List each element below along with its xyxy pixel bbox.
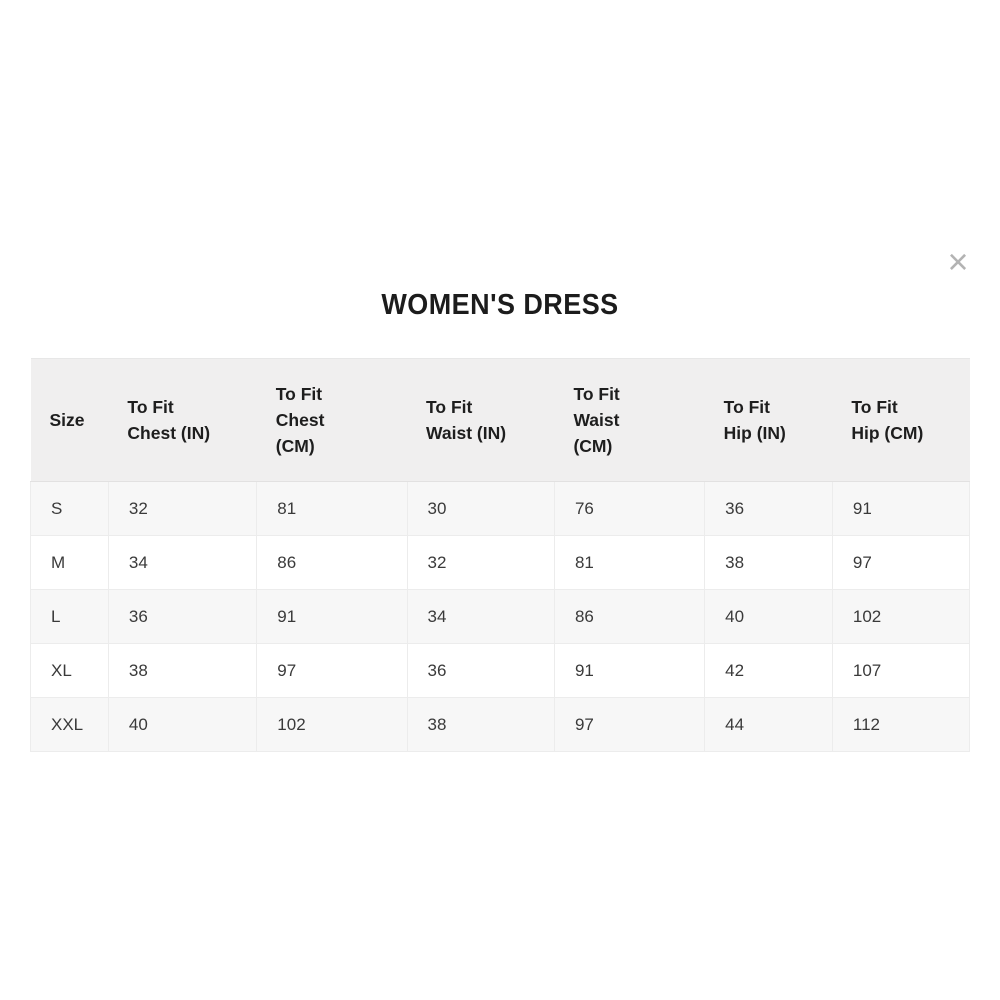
cell-hip-cm: 97	[831, 535, 971, 590]
cell-hip-in: 44	[704, 697, 833, 752]
cell-size: M	[30, 535, 109, 590]
cell-size: XXL	[30, 697, 109, 752]
cell-waist-in: 30	[406, 481, 555, 536]
cell-hip-in: 42	[704, 643, 833, 698]
cell-size: S	[30, 481, 109, 536]
cell-size: L	[30, 589, 109, 644]
cell-waist-cm: 81	[553, 535, 706, 590]
cell-size: XL	[30, 643, 109, 698]
cell-waist-cm: 76	[553, 481, 706, 536]
column-header-chest-cm: To Fit Chest (CM)	[256, 358, 408, 482]
cell-chest-in: 38	[107, 643, 258, 698]
column-header-size: Size	[30, 358, 109, 482]
modal-title: WOMEN'S DRESS	[381, 289, 619, 321]
column-header-waist-cm: To Fit Waist (CM)	[554, 358, 705, 482]
cell-waist-in: 36	[406, 643, 555, 698]
cell-hip-cm: 112	[831, 697, 971, 752]
cell-chest-cm: 102	[256, 697, 408, 752]
cell-waist-cm: 86	[553, 589, 706, 644]
cell-chest-cm: 81	[256, 481, 408, 536]
cell-hip-in: 38	[704, 535, 833, 590]
column-header-hip-in: To Fit Hip (IN)	[704, 358, 833, 482]
table-row-l: L 36 91 34 86 40 102	[30, 589, 971, 644]
size-chart-container: Size To Fit Chest (IN) To Fit Chest (CM)…	[30, 358, 971, 752]
column-header-waist-in: To Fit Waist (IN)	[407, 358, 555, 482]
close-icon: ×	[947, 241, 969, 282]
cell-chest-cm: 91	[256, 589, 408, 644]
cell-hip-cm: 91	[831, 481, 971, 536]
column-header-hip-cm: To Fit Hip (CM)	[832, 358, 970, 482]
close-button[interactable]: ×	[940, 244, 976, 280]
cell-waist-cm: 97	[553, 697, 706, 752]
table-row-s: S 32 81 30 76 36 91	[30, 481, 971, 536]
cell-chest-cm: 86	[256, 535, 408, 590]
cell-hip-cm: 107	[831, 643, 971, 698]
cell-hip-in: 40	[704, 589, 833, 644]
cell-waist-in: 34	[406, 589, 555, 644]
table-row-m: M 34 86 32 81 38 97	[30, 535, 971, 590]
cell-waist-in: 38	[406, 697, 555, 752]
table-row-xl: XL 38 97 36 91 42 107	[30, 643, 971, 698]
cell-hip-in: 36	[704, 481, 833, 536]
header-row: Size To Fit Chest (IN) To Fit Chest (CM)…	[30, 358, 970, 482]
cell-chest-in: 32	[107, 481, 258, 536]
cell-chest-cm: 97	[256, 643, 408, 698]
cell-chest-in: 40	[107, 697, 258, 752]
cell-hip-cm: 102	[831, 589, 971, 644]
column-header-chest-in: To Fit Chest (IN)	[108, 358, 257, 482]
table-row-xxl: XXL 40 102 38 97 44 112	[30, 697, 971, 752]
size-chart-table: Size To Fit Chest (IN) To Fit Chest (CM)…	[30, 358, 971, 752]
cell-waist-in: 32	[406, 535, 555, 590]
cell-waist-cm: 91	[553, 643, 706, 698]
cell-chest-in: 34	[107, 535, 258, 590]
cell-chest-in: 36	[107, 589, 258, 644]
